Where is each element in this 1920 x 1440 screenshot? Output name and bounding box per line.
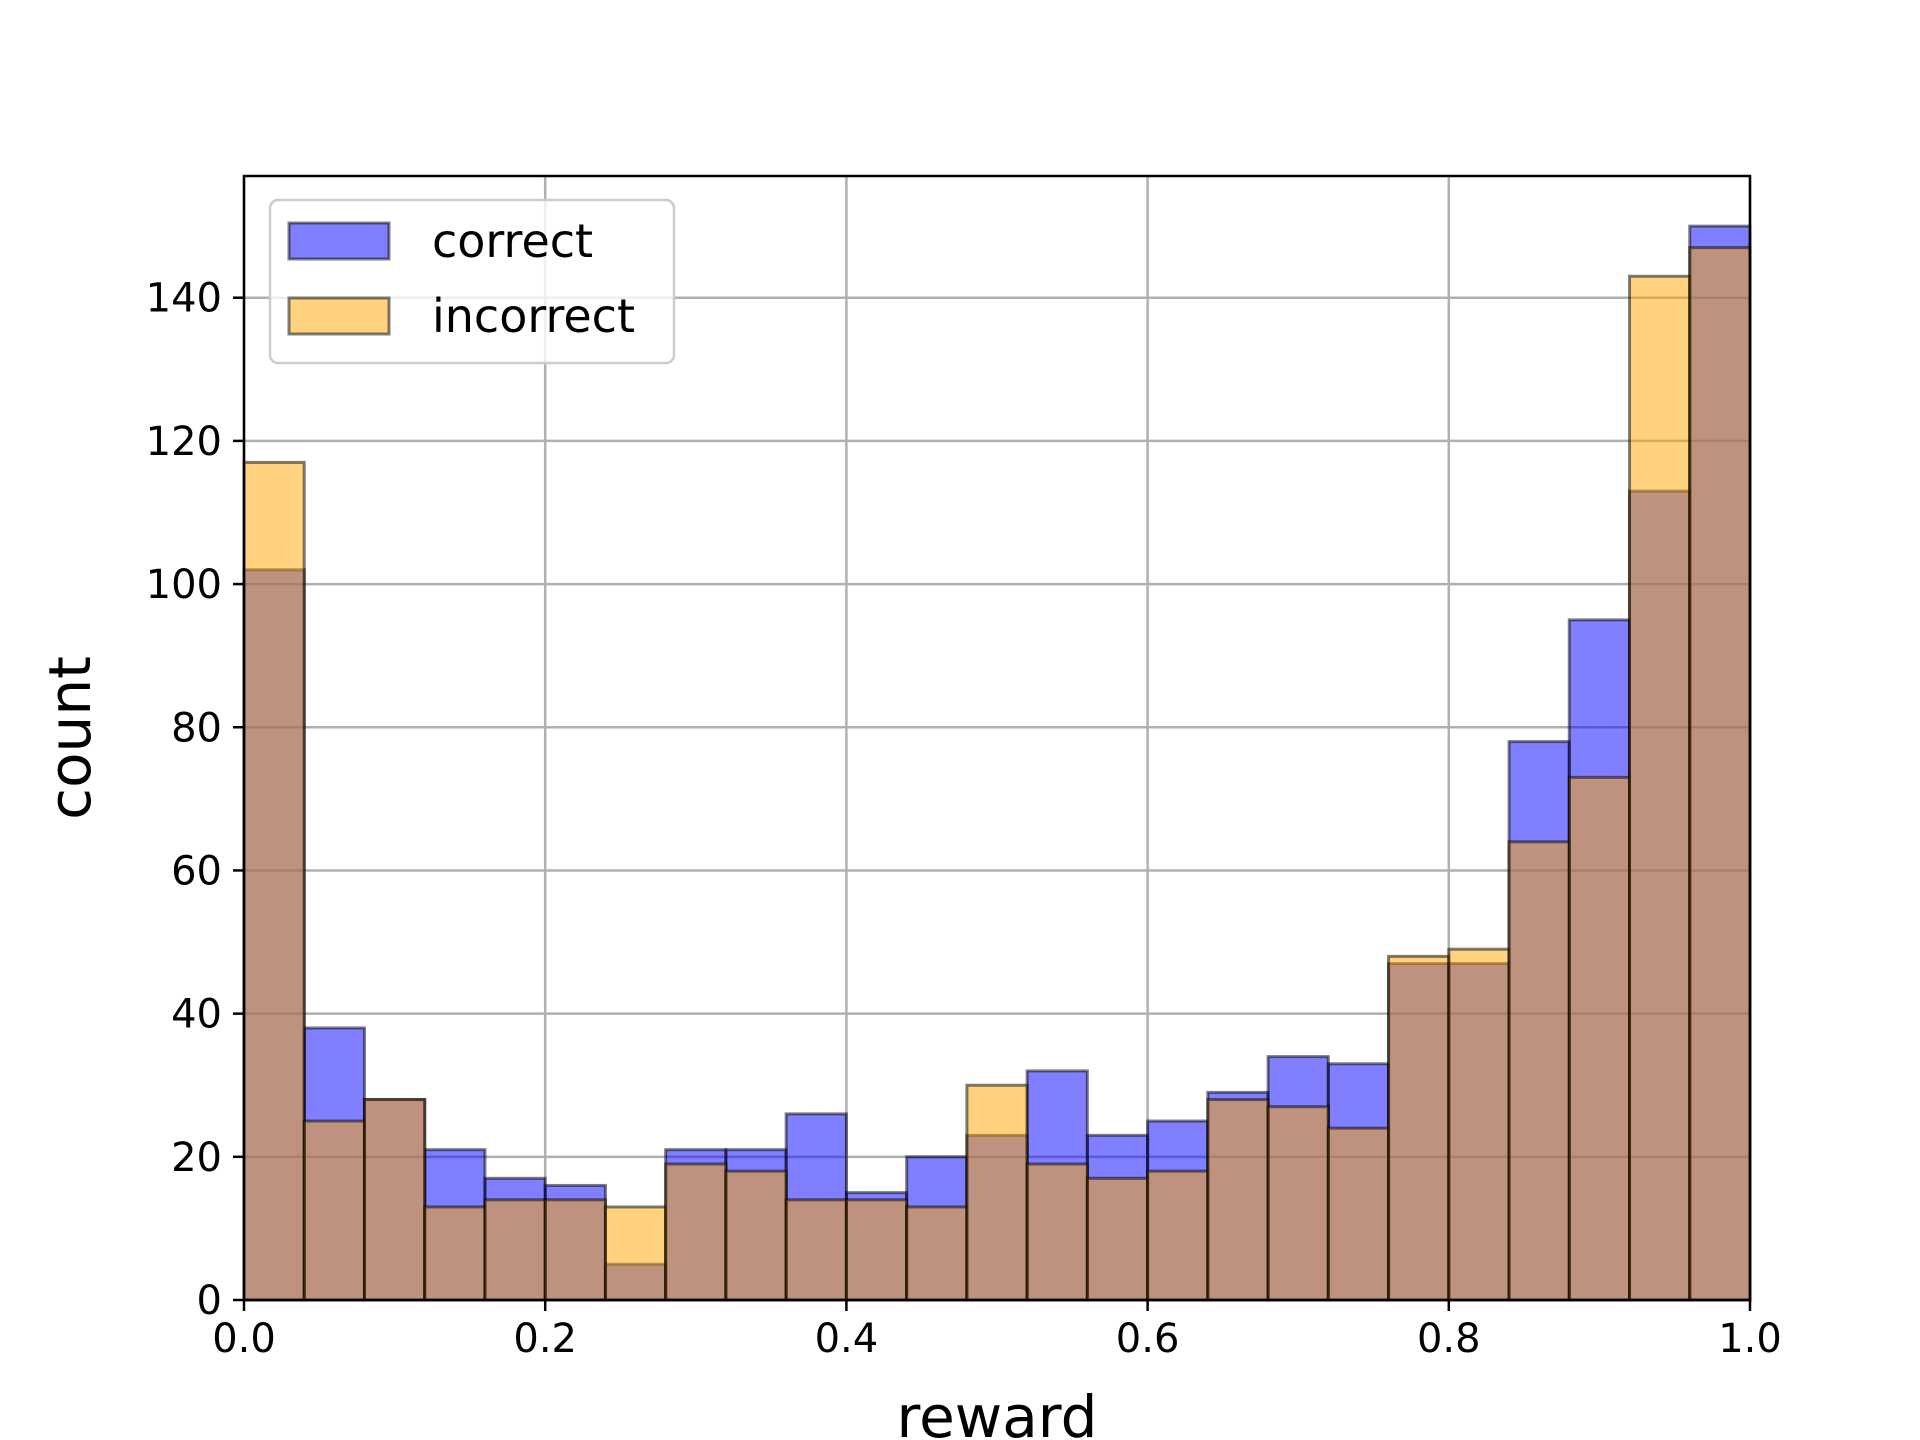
bar-incorrect-16 xyxy=(1206,1098,1270,1302)
bar-incorrect-19 xyxy=(1387,954,1451,1302)
x-tick-label: 0.6 xyxy=(1116,1316,1180,1362)
x-tick-label: 1.0 xyxy=(1718,1316,1782,1362)
bar-incorrect-22 xyxy=(1567,775,1632,1302)
bar-incorrect-2 xyxy=(362,1098,427,1302)
bar-incorrect-24 xyxy=(1688,246,1752,1302)
bar-incorrect-21 xyxy=(1507,840,1571,1302)
x-tick-label: 0.0 xyxy=(212,1316,276,1362)
bar-incorrect-10 xyxy=(844,1198,909,1302)
bar-incorrect-18 xyxy=(1326,1126,1391,1302)
bar-incorrect-14 xyxy=(1085,1176,1150,1302)
bar-incorrect-1 xyxy=(302,1119,366,1302)
bar-incorrect-11 xyxy=(905,1205,969,1302)
y-axis-label: count xyxy=(36,656,104,820)
y-tick-label: 80 xyxy=(171,705,222,751)
y-tick-label: 20 xyxy=(171,1135,222,1181)
bar-incorrect-17 xyxy=(1266,1105,1330,1302)
bar-incorrect-6 xyxy=(603,1205,668,1302)
bar-incorrect-0 xyxy=(242,460,306,1302)
legend-swatch-incorrect xyxy=(287,296,391,336)
x-tick-label: 0.8 xyxy=(1417,1316,1481,1362)
grid-lines xyxy=(242,176,1752,1302)
bar-incorrect-23 xyxy=(1628,274,1692,1302)
y-tick-label: 100 xyxy=(146,562,222,608)
x-tick-label: 0.4 xyxy=(815,1316,879,1362)
bar-incorrect-3 xyxy=(423,1205,487,1302)
series-incorrect xyxy=(242,246,1752,1302)
bar-incorrect-13 xyxy=(1025,1162,1089,1302)
bar-incorrect-12 xyxy=(965,1083,1029,1302)
bar-incorrect-20 xyxy=(1447,947,1511,1302)
bar-incorrect-5 xyxy=(543,1198,607,1302)
y-tick-label: 40 xyxy=(171,992,222,1038)
bars xyxy=(242,224,1752,1302)
y-tick-label: 140 xyxy=(146,276,222,322)
bar-incorrect-7 xyxy=(664,1162,728,1302)
legend-label-incorrect: incorrect xyxy=(432,289,635,343)
legend-swatch-correct xyxy=(287,221,391,261)
x-axis-label: reward xyxy=(897,1383,1098,1440)
y-tick-label: 60 xyxy=(171,848,222,894)
x-tick-label: 0.2 xyxy=(513,1316,577,1362)
bar-incorrect-15 xyxy=(1146,1169,1210,1302)
legend: correct incorrect xyxy=(268,198,676,365)
y-tick-label: 0 xyxy=(197,1278,222,1324)
legend-label-correct: correct xyxy=(432,214,593,268)
y-tick-label: 120 xyxy=(146,419,222,465)
bar-incorrect-4 xyxy=(483,1198,547,1302)
plot-frame xyxy=(242,174,1752,1302)
bar-incorrect-8 xyxy=(724,1169,788,1302)
axis-ticks: 0.0 0.2 0.4 0.6 0.8 1.0 0 20 40 60 80 100 120 140 xyxy=(146,276,1782,1362)
bar-incorrect-9 xyxy=(784,1198,848,1302)
